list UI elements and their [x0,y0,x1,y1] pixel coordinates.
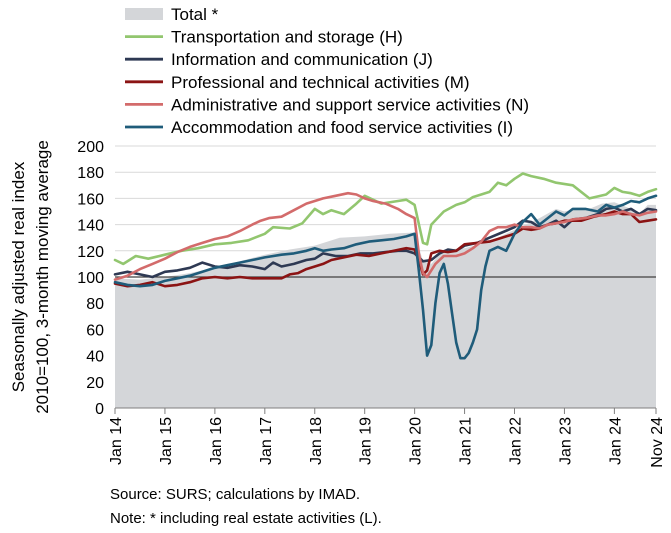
legend-swatch-0 [125,8,163,20]
legend-label-4: Administrative and support service activ… [171,95,529,114]
series-line-4 [113,191,658,281]
x-tick-label-9: Jan 23 [557,417,574,465]
y-tick-label-0: 0 [95,401,104,418]
y-tick-label-10: 200 [77,139,104,156]
legend-label-0: Total * [171,5,219,24]
footnote: Note: * including real estate activities… [110,510,382,527]
x-tick-label-3: Jan 17 [258,417,275,465]
y-tick-label-6: 120 [77,244,104,261]
legend: Total * Transportation and storage (H) Inf… [125,5,529,137]
y-tick-label-3: 60 [86,322,104,339]
y-tick-label-1: 20 [86,375,104,392]
y-tick-labels: 0 20 40 60 80 100 120 140 160 180 200 [77,139,104,418]
y-axis-title: Seasonally adjusted real index 2010=100, … [9,140,52,414]
x-tick-label-6: Jan 20 [408,417,425,465]
x-tick-label-4: Jan 18 [308,417,325,465]
x-tick-label-11: Nov 24 [649,417,666,468]
x-tick-label-7: Jan 21 [458,417,475,465]
series-line-1 [113,172,658,266]
legend-label-3: Professional and technical activities (M… [171,73,470,92]
series-line-5 [113,194,658,360]
x-tick-label-8: Jan 22 [508,417,525,465]
x-tick-label-5: Jan 19 [358,417,375,465]
x-tick-label-10: Jan 24 [607,417,624,465]
legend-label-1: Transportation and storage (H) [171,28,403,47]
axes [114,407,657,414]
x-tick-label-1: Jan 15 [158,417,175,465]
y-axis-title-line-1: Seasonally adjusted real index [9,161,28,392]
series-area-total [115,202,656,408]
legend-label-2: Information and communication (J) [171,50,433,69]
x-tick-label-2: Jan 16 [208,417,225,465]
y-tick-label-8: 160 [77,191,104,208]
y-tick-label-7: 140 [77,218,104,235]
source-note: Source: SURS; calculations by IMAD. [110,486,361,503]
x-tick-label-0: Jan 14 [108,417,125,465]
y-tick-label-4: 80 [86,296,104,313]
series-lines-layer [113,172,658,360]
y-tick-label-9: 180 [77,165,104,182]
legend-label-5: Accommodation and food service activitie… [171,118,513,137]
total-area-layer [115,202,656,408]
y-tick-label-5: 100 [77,270,104,287]
x-tick-labels: Jan 14 Jan 15 Jan 16 Jan 17 Jan 18 Jan 19 Jan … [108,417,666,468]
y-axis-title-line-2: 2010=100, 3-month moving average [33,140,52,414]
y-tick-label-2: 40 [86,349,104,366]
